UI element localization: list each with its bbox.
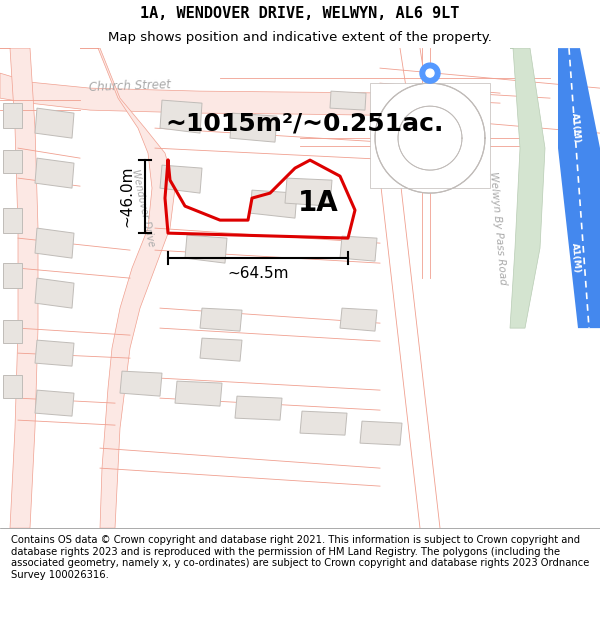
Polygon shape (235, 396, 282, 420)
Circle shape (420, 63, 440, 83)
Text: Welwyn By Pass Road: Welwyn By Pass Road (488, 171, 508, 285)
Polygon shape (35, 158, 74, 188)
Polygon shape (0, 48, 38, 528)
Polygon shape (3, 208, 22, 233)
Polygon shape (510, 48, 545, 328)
Text: ~1015m²/~0.251ac.: ~1015m²/~0.251ac. (165, 111, 443, 135)
Polygon shape (35, 390, 74, 416)
Polygon shape (3, 263, 22, 288)
Text: Map shows position and indicative extent of the property.: Map shows position and indicative extent… (108, 31, 492, 44)
Text: A1(M): A1(M) (570, 242, 582, 274)
Polygon shape (3, 320, 22, 343)
Polygon shape (3, 375, 22, 398)
Polygon shape (340, 308, 377, 331)
Polygon shape (160, 100, 202, 133)
Polygon shape (120, 371, 162, 396)
Polygon shape (558, 48, 600, 328)
Polygon shape (160, 165, 202, 193)
Polygon shape (35, 278, 74, 308)
Circle shape (426, 69, 434, 77)
Polygon shape (200, 338, 242, 361)
Polygon shape (250, 190, 297, 218)
Polygon shape (3, 150, 22, 173)
Polygon shape (0, 73, 400, 116)
Polygon shape (185, 235, 227, 263)
Text: Wendover Drive: Wendover Drive (130, 169, 156, 248)
Polygon shape (230, 113, 277, 142)
Polygon shape (285, 178, 332, 206)
Polygon shape (300, 411, 347, 435)
Polygon shape (35, 340, 74, 366)
Polygon shape (200, 308, 242, 331)
Text: ~46.0m: ~46.0m (119, 166, 134, 228)
Text: 1A, WENDOVER DRIVE, WELWYN, AL6 9LT: 1A, WENDOVER DRIVE, WELWYN, AL6 9LT (140, 6, 460, 21)
Polygon shape (35, 108, 74, 138)
Polygon shape (340, 236, 377, 261)
Polygon shape (370, 83, 490, 188)
Polygon shape (80, 48, 175, 528)
Text: ~64.5m: ~64.5m (227, 266, 289, 281)
Polygon shape (35, 228, 74, 258)
Text: A1(M): A1(M) (570, 112, 582, 144)
Text: Contains OS data © Crown copyright and database right 2021. This information is : Contains OS data © Crown copyright and d… (11, 535, 589, 580)
Polygon shape (360, 421, 402, 445)
Text: 1A: 1A (298, 189, 338, 217)
Polygon shape (3, 103, 22, 128)
Polygon shape (175, 381, 222, 406)
Text: Church Street: Church Street (89, 78, 171, 94)
Polygon shape (330, 91, 366, 110)
